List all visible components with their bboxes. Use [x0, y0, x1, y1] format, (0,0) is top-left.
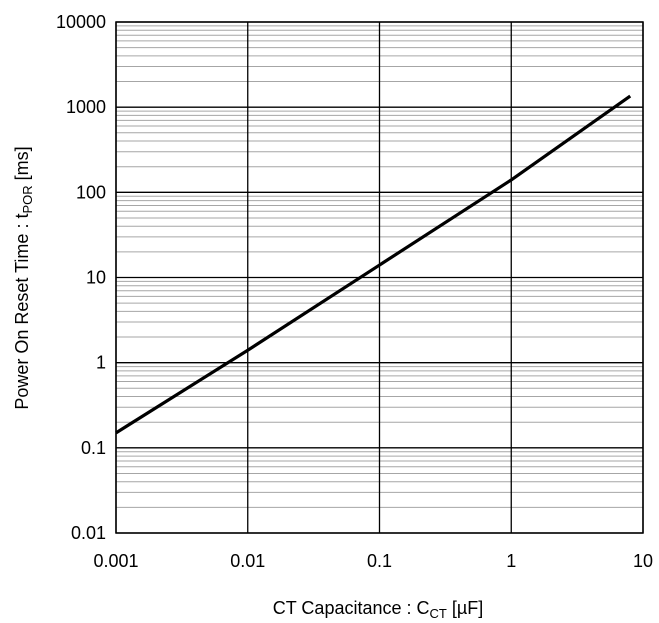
x-axis-label-unit: [µF]: [447, 598, 483, 618]
grid: [115, 21, 644, 534]
x-tick-label: 1: [506, 551, 516, 571]
y-tick-labels: 0.01 0.1 1 10 100 1000 10000: [56, 12, 106, 543]
y-tick-label: 0.1: [81, 438, 106, 458]
x-tick-label: 0.001: [93, 551, 138, 571]
y-axis-label-main: Power On Reset Time : t: [12, 214, 32, 410]
y-tick-label: 1000: [66, 97, 106, 117]
y-tick-label: 0.01: [71, 523, 106, 543]
x-tick-label: 10: [633, 551, 653, 571]
y-tick-label: 1: [96, 353, 106, 373]
x-axis-label: CT Capacitance : CCT [µF]: [273, 598, 483, 621]
x-tick-labels: 0.001 0.01 0.1 1 10: [93, 551, 653, 571]
plot-border: [115, 21, 644, 534]
series-layer: [115, 94, 632, 435]
y-tick-label: 10000: [56, 12, 106, 32]
y-axis-label-subscript: POR: [20, 185, 35, 213]
x-axis-label-main: CT Capacitance : C: [273, 598, 430, 618]
y-tick-label: 100: [76, 182, 106, 202]
y-tick-label: 10: [86, 268, 106, 288]
x-tick-label: 0.01: [230, 551, 265, 571]
y-axis-label-unit: [ms]: [12, 146, 32, 185]
x-tick-label: 0.1: [367, 551, 392, 571]
x-axis-label-subscript: CT: [430, 606, 447, 621]
y-axis-label: Power On Reset Time : tPOR [ms]: [12, 146, 35, 409]
series-line: [115, 94, 632, 435]
